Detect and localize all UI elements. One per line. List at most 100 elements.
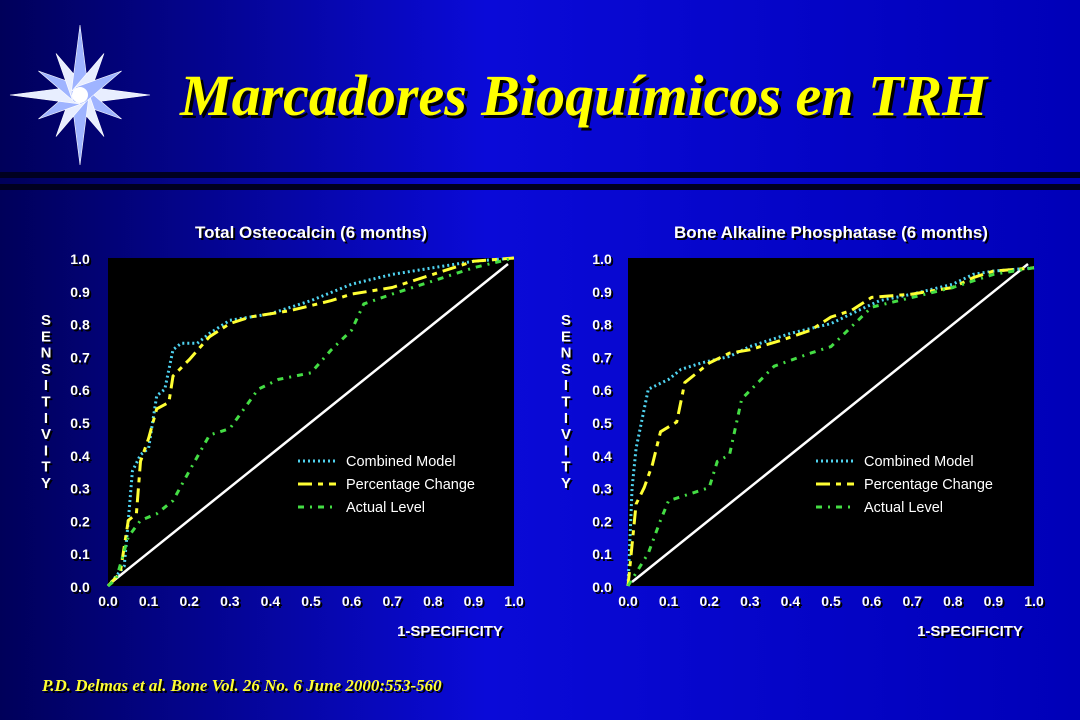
svg-text:Bone Alkaline Phosphatase (6 m: Bone Alkaline Phosphatase (6 months) (676, 225, 990, 244)
x-tick-label: 0.9 (464, 593, 484, 609)
svg-text:1-SPECIFICITY: 1-SPECIFICITY (919, 625, 1025, 642)
svg-text:I: I (566, 444, 570, 461)
x-tick-label: 0.1 (659, 593, 679, 609)
x-tick-label: 1.0 (1024, 593, 1044, 609)
svg-text:0.1: 0.1 (72, 548, 92, 564)
svg-text:Y: Y (563, 477, 573, 494)
svg-text:0.9: 0.9 (72, 286, 92, 302)
svg-text:0.4: 0.4 (263, 595, 283, 611)
y-tick-label: 0.9 (592, 284, 612, 300)
chart-title: Bone Alkaline Phosphatase (6 months) (674, 223, 988, 242)
svg-text:1.0: 1.0 (506, 595, 526, 611)
svg-text:0.2: 0.2 (701, 595, 721, 611)
series-line-dashed (626, 266, 1035, 587)
svg-text:S: S (563, 314, 573, 331)
svg-text:1-SPECIFICITY: 1-SPECIFICITY (399, 625, 505, 642)
svg-text:0.7: 0.7 (594, 351, 614, 367)
y-tick-label: 0.7 (592, 349, 612, 365)
citation: P.D. Delmas et al. Bone Vol. 26 No. 6 Ju… (42, 676, 442, 695)
svg-text:0.0: 0.0 (72, 581, 92, 597)
y-axis-label-letter: I (44, 410, 48, 427)
page-title: Marcadores Bioquímicos en TRH (180, 63, 988, 128)
y-tick-label: 0.0 (592, 579, 612, 595)
y-tick-label: 1.0 (592, 251, 612, 267)
y-tick-label: 0.4 (592, 448, 612, 464)
legend-label: Combined Model (346, 454, 456, 470)
svg-text:S: S (563, 363, 573, 380)
svg-text:Y: Y (43, 477, 53, 494)
x-tick-label: 0.7 (902, 593, 922, 609)
y-tick-label: 0.1 (70, 546, 90, 562)
svg-text:0.1: 0.1 (141, 595, 161, 611)
svg-text:1.0: 1.0 (1026, 595, 1046, 611)
svg-text:0.8: 0.8 (594, 319, 614, 335)
svg-text:0.0: 0.0 (594, 581, 614, 597)
x-tick-label: 0.4 (261, 593, 281, 609)
svg-text:0.7: 0.7 (904, 595, 924, 611)
x-tick-label: 0.7 (382, 593, 402, 609)
svg-text:0.7: 0.7 (384, 595, 404, 611)
svg-text:T: T (563, 461, 572, 478)
y-axis-label-letter: T (41, 459, 50, 476)
x-tick-label: 0.2 (179, 593, 199, 609)
svg-text:0.4: 0.4 (594, 450, 614, 466)
x-axis-label: 1-SPECIFICITY (397, 623, 503, 640)
y-tick-label: 0.1 (592, 546, 612, 562)
x-tick-label: 0.8 (943, 593, 963, 609)
svg-text:N: N (563, 347, 574, 364)
chart-title: Total Osteocalcin (6 months) (195, 223, 427, 242)
svg-text:E: E (43, 330, 53, 347)
svg-text:0.2: 0.2 (72, 515, 92, 531)
x-tick-label: 0.8 (423, 593, 443, 609)
y-axis-label-letter: V (41, 426, 51, 443)
svg-text:N: N (43, 347, 54, 364)
svg-text:0.5: 0.5 (72, 417, 92, 433)
svg-text:0.8: 0.8 (72, 319, 92, 335)
legend: Combined Model Percentage Change Actual Le… (298, 454, 475, 516)
y-axis-label-letter: Y (561, 475, 571, 492)
y-axis-label-letter: I (44, 377, 48, 394)
y-tick-label: 0.9 (70, 284, 90, 300)
svg-text:Total Osteocalcin (6 months): Total Osteocalcin (6 months) (197, 225, 429, 244)
reference-diagonal (111, 263, 509, 583)
svg-text:0.8: 0.8 (945, 595, 965, 611)
legend-label: Actual Level (346, 500, 425, 516)
y-axis-label-letter: I (564, 442, 568, 459)
svg-text:T: T (563, 396, 572, 413)
svg-text:S: S (43, 314, 53, 331)
y-tick-label: 0.5 (592, 415, 612, 431)
svg-text:0.3: 0.3 (742, 595, 762, 611)
y-axis-label-letter: N (41, 345, 52, 362)
svg-text:0.1: 0.1 (594, 548, 614, 564)
svg-text:0.9: 0.9 (466, 595, 486, 611)
y-axis-label-letter: T (41, 394, 50, 411)
svg-text:T: T (43, 396, 52, 413)
y-axis-label-letter: I (564, 377, 568, 394)
svg-text:0.4: 0.4 (783, 595, 803, 611)
legend-label: Actual Level (864, 500, 943, 516)
roc-chart-2: Bone Alkaline Phosphatase (6 months)Bone… (561, 223, 1046, 642)
svg-text:0.3: 0.3 (594, 483, 614, 499)
svg-text:0.3: 0.3 (72, 483, 92, 499)
y-tick-label: 0.2 (592, 513, 612, 529)
svg-text:0.5: 0.5 (823, 595, 843, 611)
y-tick-label: 0.8 (592, 317, 612, 333)
x-tick-label: 0.5 (821, 593, 841, 609)
svg-text:I: I (566, 379, 570, 396)
series-line-dashed (106, 256, 515, 588)
svg-text:0.5: 0.5 (594, 417, 614, 433)
y-tick-label: 0.3 (70, 481, 90, 497)
svg-text:0.5: 0.5 (303, 595, 323, 611)
legend: Combined Model Percentage Change Actual Le… (816, 454, 993, 516)
svg-text:V: V (563, 428, 573, 445)
y-axis-label-letter: I (44, 442, 48, 459)
y-axis-label-letter: Y (41, 475, 51, 492)
x-tick-label: 0.3 (220, 593, 240, 609)
svg-text:1.0: 1.0 (594, 253, 614, 269)
legend-label: Percentage Change (346, 477, 475, 493)
svg-text:I: I (46, 412, 50, 429)
y-tick-label: 0.7 (70, 349, 90, 365)
series-line-dashdot (107, 256, 515, 588)
y-axis-label-letter: E (41, 328, 51, 345)
